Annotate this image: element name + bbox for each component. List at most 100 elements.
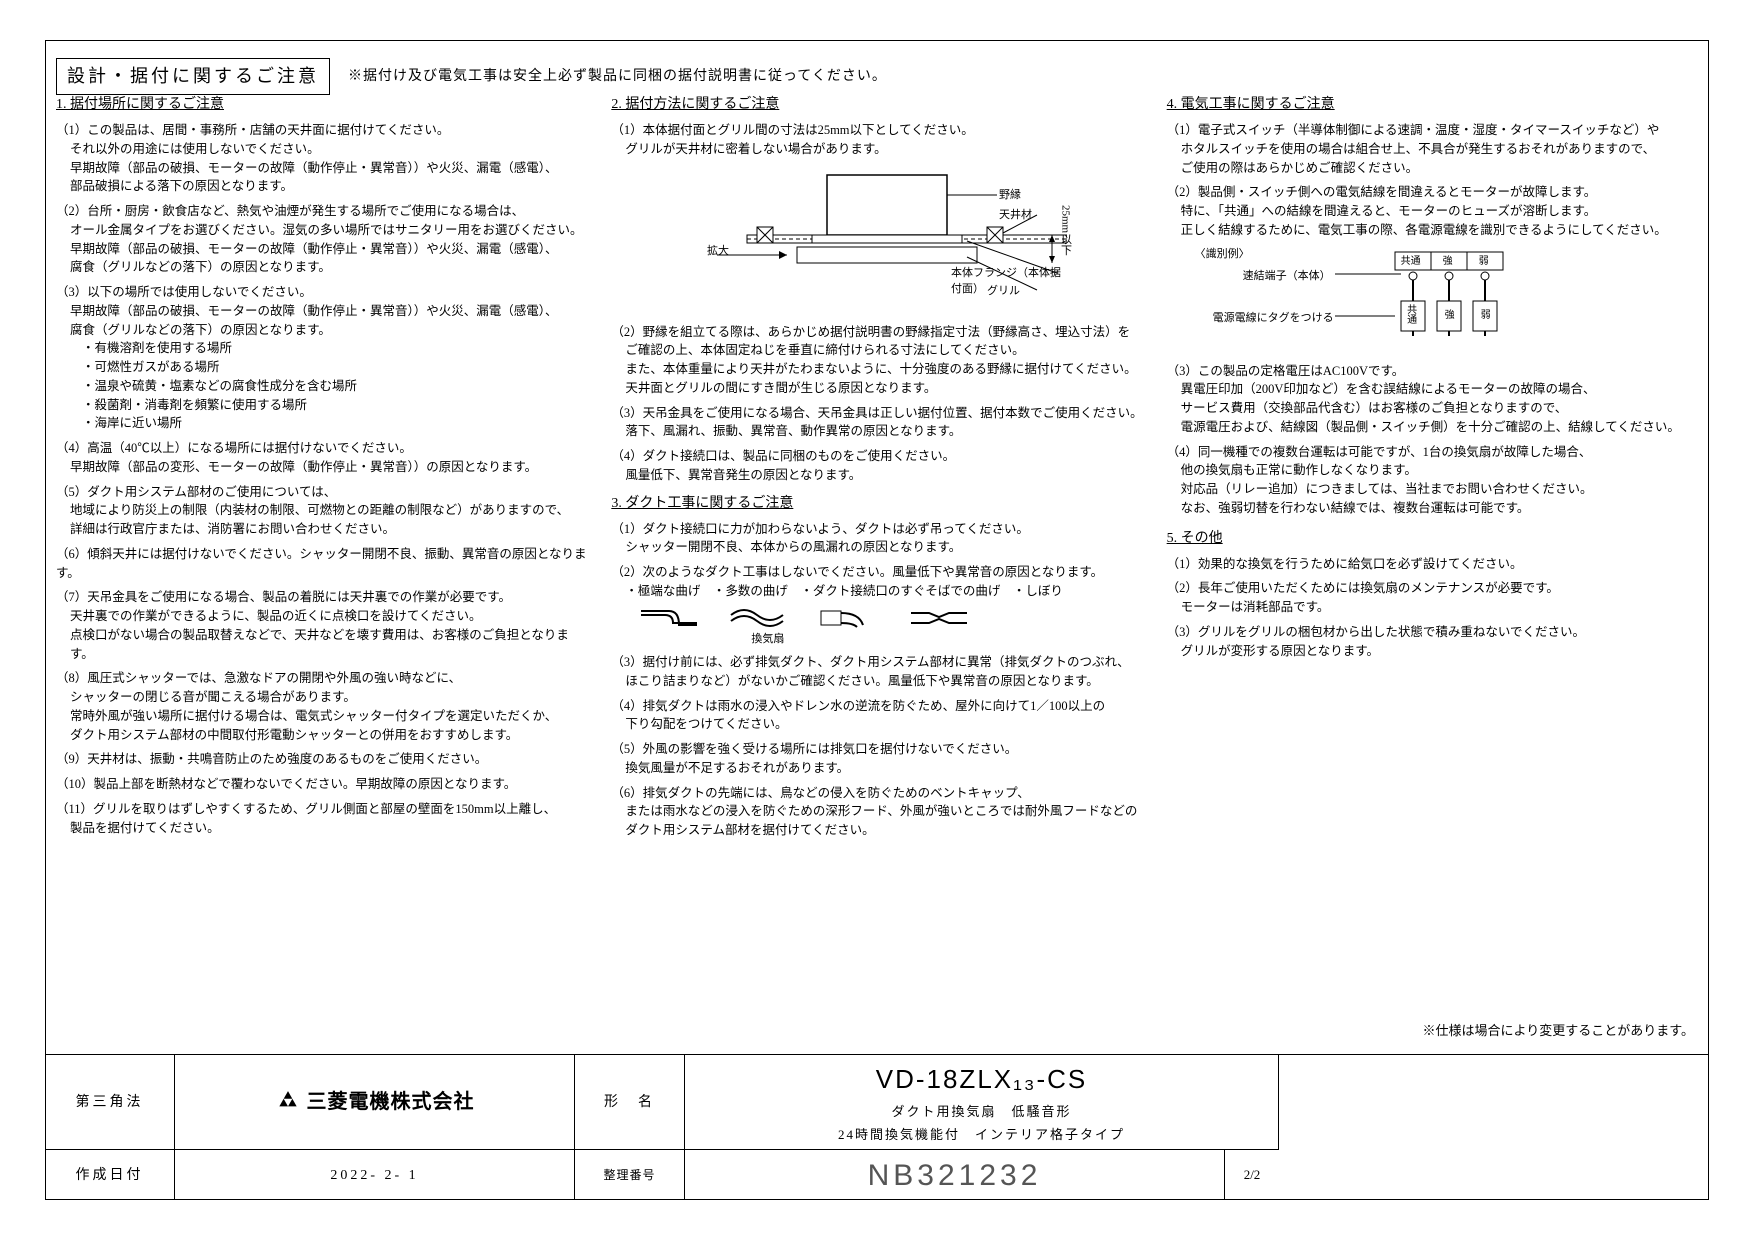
sec3-5: （5）外風の影響を強く受ける場所には排気口を据付けないでください。 換気風量が不… <box>611 740 1142 778</box>
bend-near-icon <box>819 607 879 629</box>
sec1-1: （1）この製品は、居間・事務所・店舗の天井面に据付けてください。 それ以外の用途… <box>56 121 587 196</box>
text: ダクト用システム部材の中間取付形電動シャッターとの併用をおすすめします。 <box>70 726 587 745</box>
text: 点検口がない場合の製品取替えなどで、天井などを壊す費用は、お客様のご負担となりま… <box>70 626 587 664</box>
title-block: 第三角法 三菱電機株式会社 形 名 VD-18ZLX₁₃-CS ダクト用換気扇 … <box>45 1054 1709 1200</box>
sec5-3: （3）グリルをグリルの梱包材から出した状態で積み重ねないでください。 グリルが変… <box>1167 623 1698 661</box>
col-3: 4. 電気工事に関するご注意 （1）電子式スイッチ（半導体制御による速調・温度・… <box>1167 94 1698 846</box>
text: ご使用の際はあらかじめご確認ください。 <box>1181 159 1698 178</box>
sec3-title: 3. ダクト工事に関するご注意 <box>611 493 1142 514</box>
text: また、本体重量により天井がたわまないように、十分強度のある野縁に据付けてください… <box>625 360 1142 379</box>
wiring-diagram: 〈識別例〉 速結端子（本体） 電源電線にタグをつける 共通 強 弱 共通 強 弱 <box>1195 246 1525 356</box>
text: ・温泉や硫黄・塩素などの腐食性成分を含む場所 <box>70 377 587 396</box>
sec2-2: （2）野縁を組立てる際は、あらかじめ据付説明書の野縁指定寸法（野縁高さ、埋込寸法… <box>611 323 1142 398</box>
mounting-diagram: 野縁 天井材 拡大 本体フランジ（本体据付面） グリル 25mm以下 <box>687 165 1067 315</box>
text: 腐食（グリルなどの落下）の原因となります。 <box>70 258 587 277</box>
text: 詳細は行政官庁または、消防署にお問い合わせください。 <box>70 520 587 539</box>
text: 早期故障（部品の破損、モーターの故障（動作停止・異常音））や火災、漏電（感電）、 <box>70 240 587 259</box>
text: モーターは消耗部品です。 <box>1181 598 1698 617</box>
date-label: 作成日付 <box>45 1150 175 1200</box>
text: （1）本体据付面とグリル間の寸法は25mm以下としてください。 <box>611 121 1142 140</box>
text: 正しく結線するために、電気工事の際、各電源電線を識別できるようにしてください。 <box>1181 221 1698 240</box>
sec1-8: （8）風圧式シャッターでは、急激なドアの開閉や外風の強い時などに、 シャッターの… <box>56 669 587 744</box>
text: 早期故障（部品の破損、モーターの故障（動作停止・異常音））や火災、漏電（感電）、 <box>70 159 587 178</box>
text: （1）ダクト接続口に力が加わらないよう、ダクトは必ず吊ってください。 <box>611 520 1142 539</box>
text: （5）外風の影響を強く受ける場所には排気口を据付けないでください。 <box>611 740 1142 759</box>
text: 風量低下、異常音発生の原因となります。 <box>625 466 1142 485</box>
model-desc1: ダクト用換気扇 低騒音形 <box>891 1102 1071 1122</box>
text: なお、強弱切替を行わない結線では、複数台運転は可能です。 <box>1181 499 1698 518</box>
text: （7）天吊金具をご使用になる場合、製品の着脱には天井裏での作業が必要です。 <box>56 588 587 607</box>
text: ・殺菌剤・消毒剤を頻繁に使用する場所 <box>70 396 587 415</box>
sec1-9: （9）天井材は、振動・共鳴音防止のため強度のあるものをご使用ください。 <box>56 750 587 769</box>
text: 早期故障（部品の破損、モーターの故障（動作停止・異常音））や火災、漏電（感電）、 <box>70 302 587 321</box>
sec1-10: （10）製品上部を断熱材などで覆わないでください。早期故障の原因となります。 <box>56 775 587 794</box>
sec1-2: （2）台所・厨房・飲食店など、熱気や油煙が発生する場所でご使用になる場合は、 オ… <box>56 202 587 277</box>
text: 地域により防災上の制限（内装材の制限、可燃物との距離の制限など）がありますので、 <box>70 501 587 520</box>
squeeze-icon <box>909 607 969 629</box>
text: ダクト用システム部材を据付けてください。 <box>625 821 1142 840</box>
text: ご確認の上、本体固定ねじを垂直に締付けられる寸法にしてください。 <box>625 341 1142 360</box>
company-cell: 三菱電機株式会社 <box>175 1055 575 1150</box>
sec1-11: （11）グリルを取りはずしやすくするため、グリル側面と部屋の壁面を150mm以上… <box>56 800 587 838</box>
text: 対応品（リレー追加）につきましては、当社までお問い合わせください。 <box>1181 480 1698 499</box>
text: シャッターの閉じる音が聞こえる場合があります。 <box>70 688 587 707</box>
label-nobori: 野縁 <box>999 187 1021 204</box>
text: 異電圧印加（200V印加など）を含む誤結線によるモーターの故障の場合、 <box>1181 380 1698 399</box>
sec4-title: 4. 電気工事に関するご注意 <box>1167 94 1698 115</box>
text: 部品破損による落下の原因となります。 <box>70 177 587 196</box>
sec4-2: （2）製品側・スイッチ側への電気結線を間違えるとモーターが故障します。 特に、「… <box>1167 183 1698 239</box>
text: ・可燃性ガスがある場所 <box>70 358 587 377</box>
model-no: VD-18ZLX₁₃-CS <box>876 1060 1088 1099</box>
boxed-title: 設計・据付に関するご注意 <box>56 58 330 95</box>
text: オール金属タイプをお選びください。湿気の多い場所ではサニタリー用をお選びください… <box>70 221 587 240</box>
text: （1）効果的な換気を行うために給気口を必ず設けてください。 <box>1167 555 1698 574</box>
text: サービス費用（交換部品代含む）はお客様のご負担となりますので、 <box>1181 399 1698 418</box>
label-tenjo: 天井材 <box>999 207 1032 224</box>
date-value: 2022- 2- 1 <box>175 1150 575 1200</box>
text: （5）ダクト用システム部材のご使用については、 <box>56 483 587 502</box>
legend-label: 〈識別例〉 <box>1195 246 1250 263</box>
text: シャッター開閉不良、本体からの風漏れの原因となります。 <box>625 538 1142 557</box>
sec1-6: （6）傾斜天井には据付けないでください。シャッター開閉不良、振動、異常音の原因と… <box>56 545 587 583</box>
text: それ以外の用途には使用しないでください。 <box>70 140 587 159</box>
sec4-4: （4）同一機種での複数台運転は可能ですが、1台の換気扇が故障した場合、 他の換気… <box>1167 443 1698 518</box>
model-label: 形 名 <box>575 1055 685 1150</box>
w-weak: 弱 <box>1479 254 1489 269</box>
text: （8）風圧式シャッターでは、急激なドアの開閉や外風の強い時などに、 <box>56 669 587 688</box>
sec1-7: （7）天吊金具をご使用になる場合、製品の着脱には天井裏での作業が必要です。 天井… <box>56 588 587 663</box>
text: 落下、風漏れ、振動、異常音、動作異常の原因となります。 <box>625 422 1142 441</box>
sec4-1: （1）電子式スイッチ（半導体制御による速調・温度・湿度・タイマースイッチなど）や… <box>1167 121 1698 177</box>
model-desc2: 24時間換気機能付 インテリア格子タイプ <box>838 1125 1125 1145</box>
model-cell: VD-18ZLX₁₃-CS ダクト用換気扇 低騒音形 24時間換気機能付 インテ… <box>685 1055 1279 1150</box>
tag-strong: 強 <box>1445 308 1455 323</box>
text: （3）天吊金具をご使用になる場合、天吊金具は正しい据付位置、据付本数でご使用くだ… <box>611 404 1142 423</box>
text: 腐食（グリルなどの落下）の原因となります。 <box>70 321 587 340</box>
text: または雨水などの浸入を防ぐための深形フード、外風が強いところでは耐外風フードなど… <box>625 802 1142 821</box>
duct-bad-icons <box>639 607 1142 629</box>
sec3-1: （1）ダクト接続口に力が加わらないよう、ダクトは必ず吊ってください。 シャッター… <box>611 520 1142 558</box>
text: ・海岸に近い場所 <box>70 414 587 433</box>
text: （2）長年ご使用いただくためには換気扇のメンテナンスが必要です。 <box>1167 579 1698 598</box>
dwg-no: NB321232 <box>685 1150 1225 1200</box>
text: 他の換気扇も正常に動作しなくなります。 <box>1181 461 1698 480</box>
text: ・極端な曲げ ・多数の曲げ ・ダクト接続口のすぐそばでの曲げ ・しぼり <box>625 582 1142 601</box>
text: （6）排気ダクトの先端には、鳥などの侵入を防ぐためのベントキャップ、 <box>611 784 1142 803</box>
bend-many-icon <box>729 607 789 629</box>
tag-common: 共通 <box>1403 304 1418 324</box>
sec2-4: （4）ダクト接続口は、製品に同梱のものをご使用ください。 風量低下、異常音発生の… <box>611 447 1142 485</box>
sec1-4: （4）高温（40℃以上）になる場所には据付けないでください。 早期故障（部品の変… <box>56 439 587 477</box>
text: （2）製品側・スイッチ側への電気結線を間違えるとモーターが故障します。 <box>1167 183 1698 202</box>
bend-sharp-icon <box>639 607 699 629</box>
text: （10）製品上部を断熱材などで覆わないでください。早期故障の原因となります。 <box>56 775 587 794</box>
text: （11）グリルを取りはずしやすくするため、グリル側面と部屋の壁面を150mm以上… <box>56 800 587 819</box>
sec3-6: （6）排気ダクトの先端には、鳥などの侵入を防ぐためのベントキャップ、 または雨水… <box>611 784 1142 840</box>
label-grill: グリル <box>987 283 1020 300</box>
sec1-3: （3）以下の場所では使用しないでください。 早期故障（部品の破損、モーターの故障… <box>56 283 587 433</box>
text: （3）グリルをグリルの梱包材から出した状態で積み重ねないでください。 <box>1167 623 1698 642</box>
w-strong: 強 <box>1443 254 1453 269</box>
proj-label: 第三角法 <box>45 1055 175 1150</box>
header-note: ※据付け及び電気工事は安全上必ず製品に同梱の据付説明書に従ってください。 <box>348 66 887 87</box>
sec2-title: 2. 据付方法に関するご注意 <box>611 94 1142 115</box>
sec4-3: （3）この製品の定格電圧はAC100Vです。 異電圧印加（200V印加など）を含… <box>1167 362 1698 437</box>
sec3-4: （4）排気ダクトは雨水の浸入やドレン水の逆流を防ぐため、屋外に向けて1／100以… <box>611 697 1142 735</box>
